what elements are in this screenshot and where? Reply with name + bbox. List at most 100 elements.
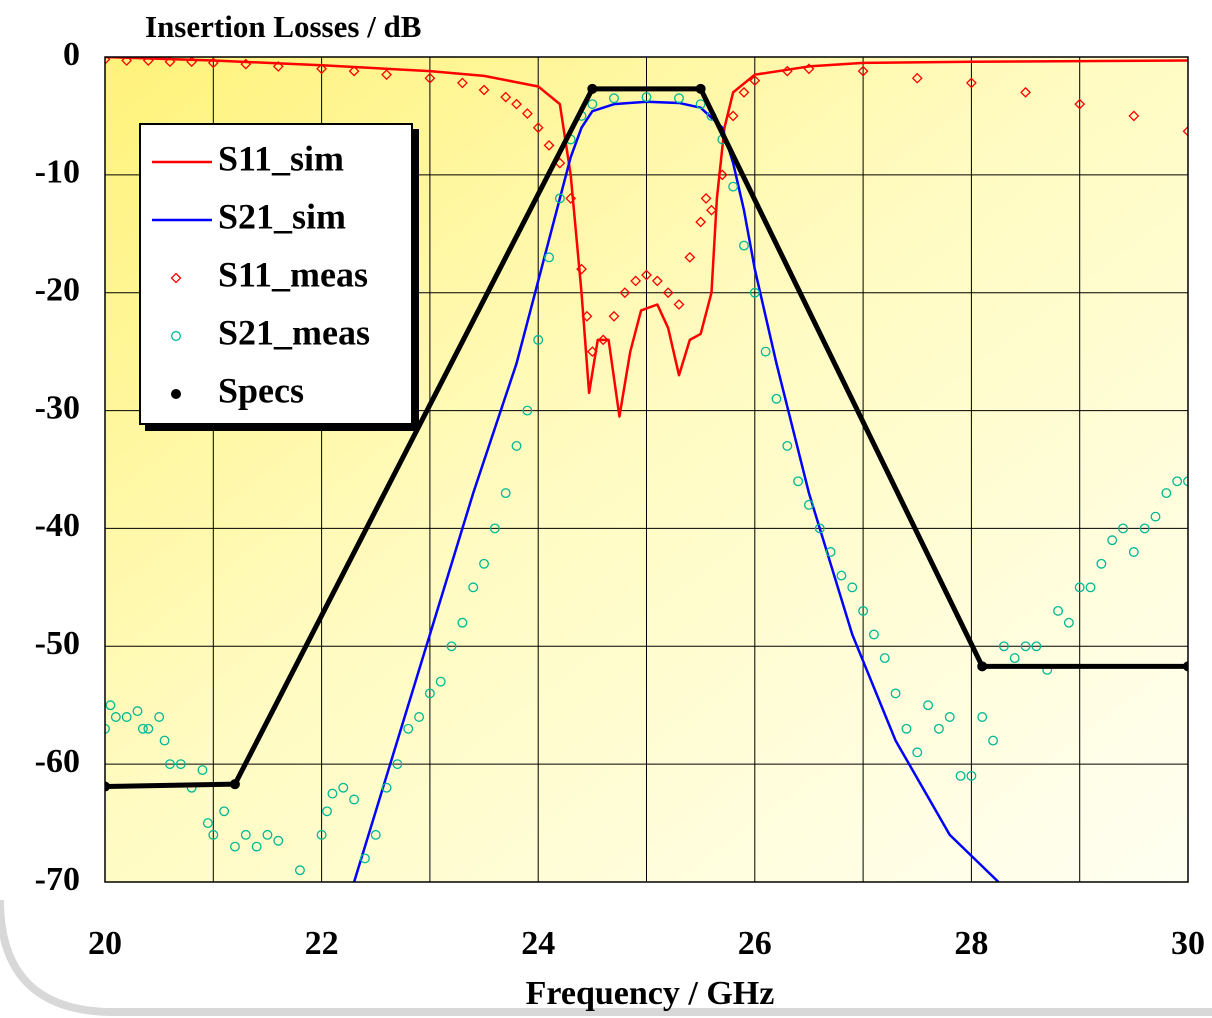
marker-circle	[338, 782, 349, 793]
marker-diamond	[186, 57, 198, 68]
legend-label: S11_sim	[218, 138, 344, 178]
marker-diamond	[500, 91, 512, 103]
marker-circle	[749, 287, 760, 298]
x-tick-label: 26	[738, 925, 772, 962]
marker-circle	[262, 829, 273, 840]
marker-diamond	[619, 287, 631, 299]
marker-dot	[1183, 661, 1188, 672]
marker-circle	[1150, 511, 1161, 522]
marker-diamond	[1020, 86, 1031, 98]
marker-circle	[858, 605, 869, 616]
marker-circle	[1139, 523, 1150, 534]
marker-circle	[121, 712, 132, 722]
marker-circle	[901, 723, 912, 734]
marker-dot	[171, 389, 181, 399]
marker-circle	[349, 794, 360, 805]
marker-circle	[955, 770, 966, 781]
x-tick-label: 24	[521, 925, 555, 962]
marker-circle	[322, 806, 332, 817]
marker-dot	[105, 781, 110, 792]
marker-circle	[977, 712, 988, 722]
marker-diamond	[170, 272, 182, 284]
marker-circle	[316, 829, 327, 840]
marker-circle	[110, 712, 121, 722]
marker-diamond	[857, 65, 869, 77]
marker-circle	[392, 759, 403, 770]
marker-circle	[403, 723, 414, 734]
marker-circle	[1053, 605, 1063, 616]
marker-circle	[143, 723, 154, 734]
marker-diamond	[608, 310, 620, 322]
marker-diamond	[105, 57, 111, 65]
marker-diamond	[424, 72, 436, 84]
marker-circle	[511, 440, 522, 451]
marker-diamond	[662, 287, 674, 299]
series-line	[352, 100, 1000, 882]
marker-circle	[251, 841, 262, 852]
marker-circle	[1074, 582, 1085, 593]
y-tick-label: -10	[35, 154, 80, 191]
marker-diamond	[684, 251, 696, 263]
y-tick-label: -50	[35, 625, 80, 662]
x-tick-label: 28	[954, 925, 988, 962]
y-tick-label: -30	[35, 389, 80, 426]
marker-dot	[229, 779, 240, 790]
marker-circle	[1009, 653, 1020, 664]
marker-circle	[359, 853, 370, 864]
marker-diamond	[164, 57, 176, 68]
plot-frame	[104, 56, 1189, 883]
chart-title: Insertion Losses / dB	[145, 9, 421, 44]
marker-circle	[435, 676, 446, 687]
marker-diamond	[381, 69, 392, 81]
x-axis-title: Frequency / GHz	[526, 975, 775, 1012]
marker-diamond	[727, 110, 739, 122]
y-tick-label: 0	[63, 36, 80, 73]
marker-circle	[533, 334, 544, 345]
marker-diamond	[716, 169, 728, 181]
marker-circle	[1161, 488, 1172, 499]
marker-diamond	[272, 61, 284, 72]
marker-circle	[137, 723, 148, 734]
marker-circle	[1031, 641, 1042, 652]
legend-label: S21_sim	[218, 196, 346, 236]
marker-circle	[1020, 641, 1031, 652]
marker-circle	[479, 558, 490, 569]
marker-circle	[998, 641, 1009, 652]
marker-circle	[159, 735, 170, 746]
legend-label: S11_meas	[218, 254, 368, 294]
series-line	[105, 86, 1188, 790]
marker-diamond	[1074, 98, 1086, 110]
marker-diamond	[142, 57, 154, 66]
marker-diamond	[781, 65, 793, 77]
marker-circle	[836, 570, 847, 581]
marker-circle	[202, 818, 213, 829]
marker-circle	[868, 629, 879, 640]
marker-circle	[933, 723, 944, 734]
marker-diamond	[521, 108, 533, 119]
marker-circle	[944, 712, 955, 722]
marker-circle	[175, 759, 186, 770]
marker-circle	[771, 393, 782, 404]
marker-dot	[695, 83, 706, 94]
marker-circle	[804, 499, 814, 510]
marker-circle	[912, 747, 923, 758]
marker-diamond	[207, 57, 219, 69]
marker-diamond	[641, 269, 652, 281]
marker-circle	[739, 240, 749, 251]
series-line	[105, 57, 1188, 418]
y-tick-label: -70	[35, 861, 80, 898]
marker-circle	[988, 735, 999, 746]
marker-circle	[522, 405, 533, 416]
marker-diamond	[240, 58, 252, 70]
marker-circle	[966, 770, 977, 781]
marker-diamond	[738, 86, 750, 98]
y-tick-label: -20	[35, 272, 80, 309]
marker-circle	[1172, 476, 1183, 487]
marker-circle	[760, 346, 771, 357]
marker-circle	[890, 688, 901, 699]
marker-diamond	[565, 193, 577, 204]
marker-circle	[370, 829, 381, 840]
marker-circle	[814, 523, 825, 534]
y-tick-label: -60	[35, 743, 80, 780]
